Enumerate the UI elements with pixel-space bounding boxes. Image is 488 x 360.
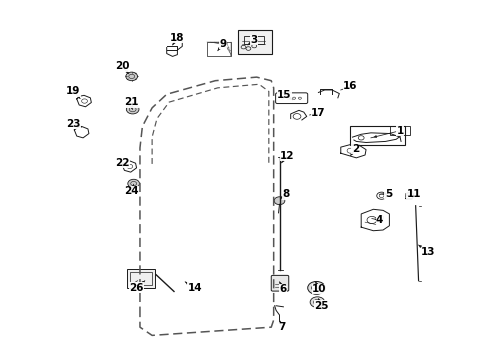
Text: 7: 7 [277, 322, 285, 332]
Text: 15: 15 [277, 90, 291, 100]
Bar [206, 42, 230, 56]
Text: 26: 26 [129, 283, 143, 293]
Bar [130, 272, 151, 285]
Bar [244, 36, 264, 44]
Circle shape [127, 179, 139, 188]
Text: 4: 4 [375, 215, 383, 225]
Bar [350, 126, 404, 145]
FancyBboxPatch shape [271, 275, 288, 291]
Text: 12: 12 [280, 151, 294, 161]
Circle shape [406, 193, 410, 196]
Text: 25: 25 [313, 301, 328, 311]
Text: 21: 21 [124, 97, 139, 107]
Text: 2: 2 [351, 144, 358, 154]
Text: 10: 10 [311, 284, 326, 294]
Text: 13: 13 [420, 247, 435, 257]
Text: 5: 5 [384, 189, 391, 199]
Bar [389, 126, 409, 135]
Text: 14: 14 [187, 283, 202, 293]
Text: 19: 19 [66, 86, 81, 96]
Text: 11: 11 [406, 189, 420, 199]
Text: 1: 1 [396, 126, 403, 136]
Circle shape [126, 105, 139, 114]
Text: 8: 8 [282, 189, 289, 199]
Circle shape [274, 197, 285, 204]
Text: 20: 20 [115, 62, 129, 71]
Text: 23: 23 [66, 118, 81, 129]
Text: 17: 17 [310, 108, 325, 118]
Text: 3: 3 [250, 35, 257, 45]
Bar [238, 30, 272, 54]
Text: 16: 16 [343, 81, 357, 91]
Text: 22: 22 [115, 158, 129, 168]
Circle shape [125, 72, 137, 81]
Text: 24: 24 [124, 186, 139, 197]
Bar [126, 269, 155, 288]
Circle shape [309, 297, 324, 307]
Text: 6: 6 [279, 284, 286, 294]
Text: 9: 9 [219, 39, 226, 49]
Circle shape [307, 282, 325, 294]
Text: 18: 18 [170, 33, 184, 43]
